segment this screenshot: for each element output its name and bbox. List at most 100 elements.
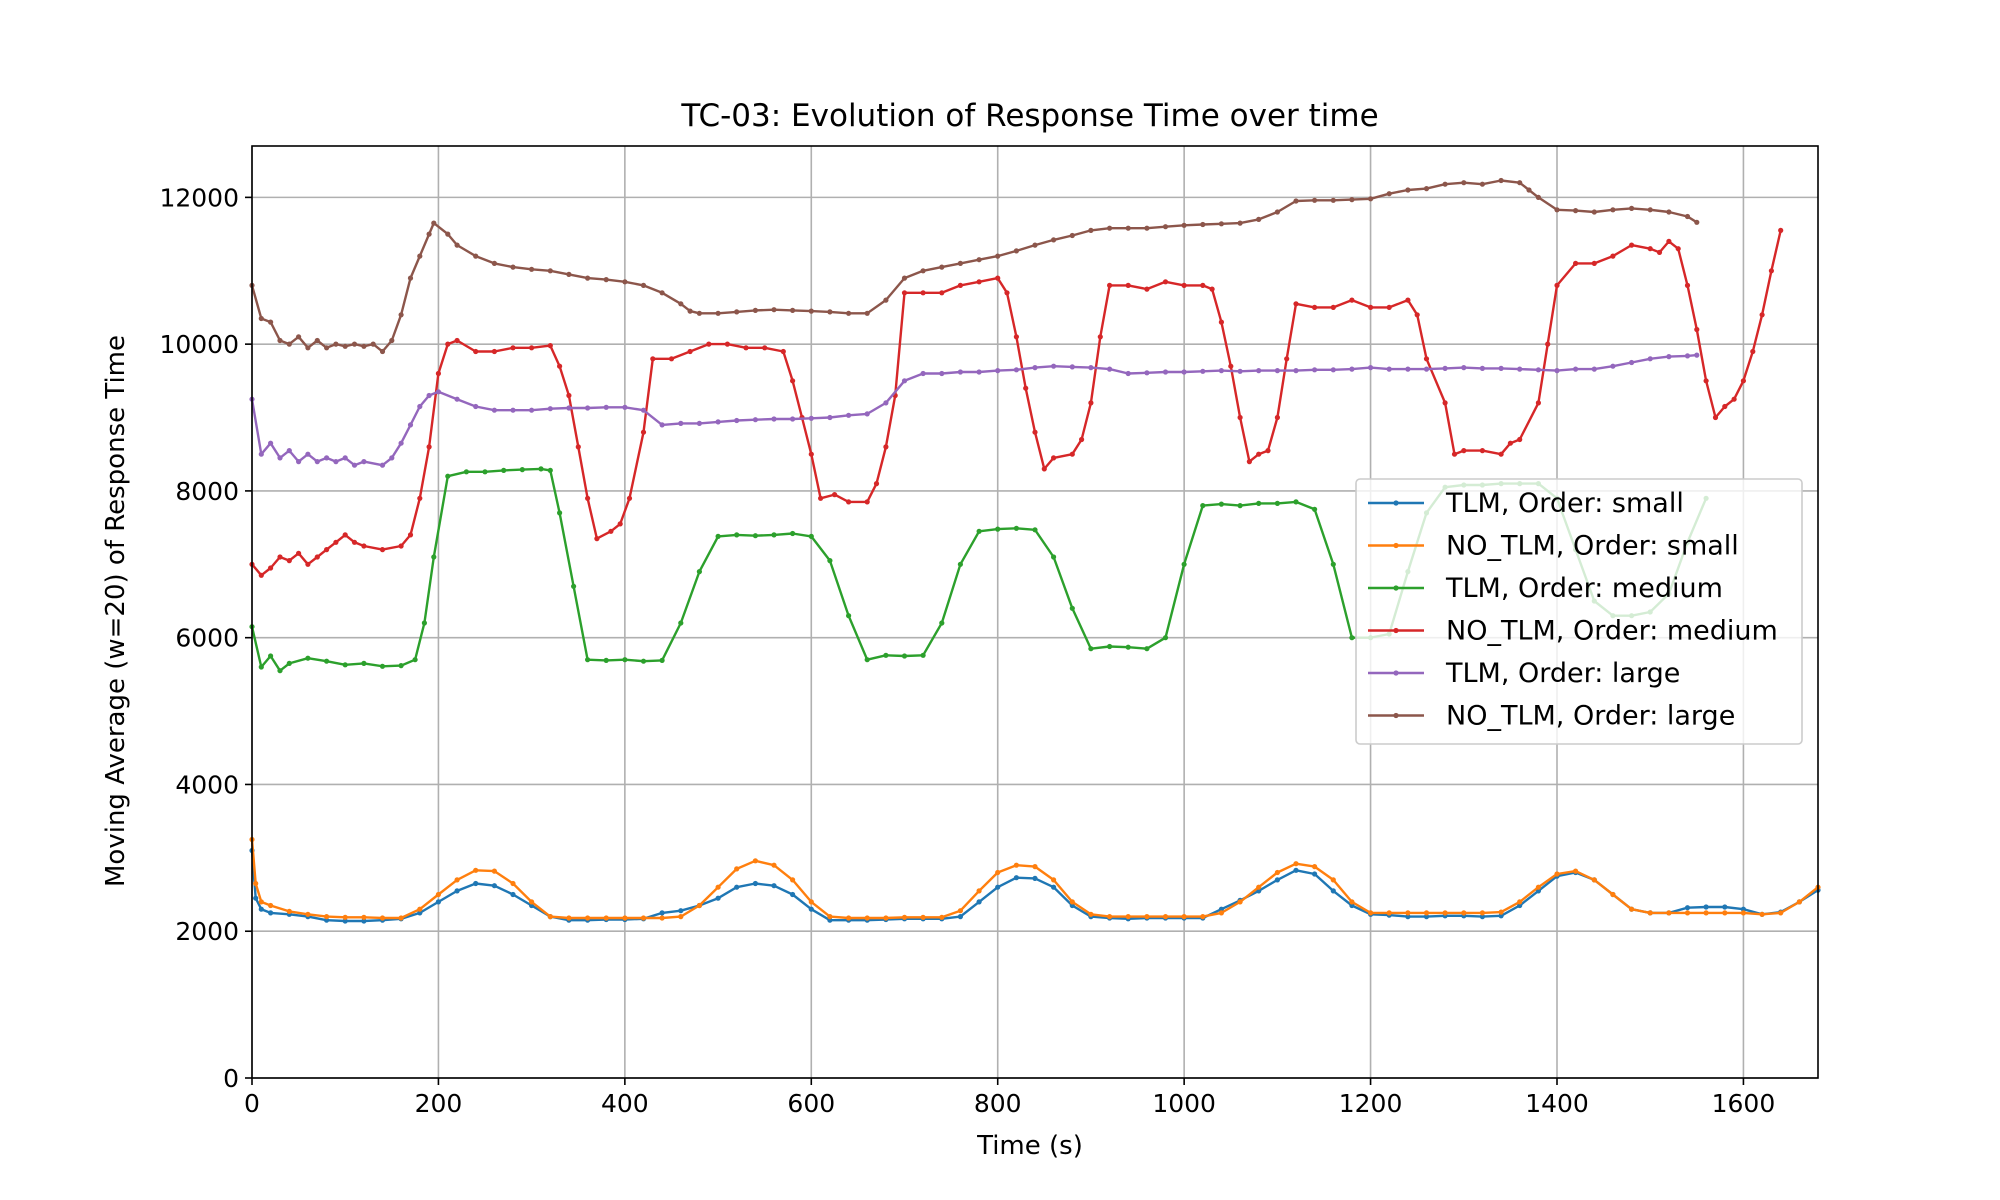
data-point bbox=[1684, 213, 1691, 220]
data-point bbox=[771, 416, 777, 422]
data-point bbox=[1125, 370, 1131, 377]
data-point bbox=[1218, 501, 1224, 507]
data-point bbox=[342, 662, 348, 668]
data-point bbox=[1759, 312, 1765, 318]
data-point bbox=[258, 315, 264, 322]
data-point bbox=[622, 915, 628, 921]
data-point bbox=[351, 341, 358, 347]
x-axis-label: Time (s) bbox=[976, 1131, 1083, 1161]
data-point bbox=[258, 899, 264, 905]
data-point bbox=[640, 429, 647, 435]
data-point bbox=[1125, 282, 1131, 288]
data-point bbox=[454, 396, 460, 402]
data-point bbox=[1722, 910, 1728, 916]
data-point bbox=[421, 620, 427, 626]
data-point bbox=[1442, 365, 1448, 371]
series-line bbox=[251, 230, 1782, 577]
y-tick-label: 4000 bbox=[175, 770, 239, 799]
legend-marker bbox=[1393, 500, 1399, 506]
data-point bbox=[846, 499, 852, 505]
data-point bbox=[1684, 353, 1691, 359]
data-point bbox=[1125, 914, 1131, 920]
data-point bbox=[976, 528, 982, 534]
data-point bbox=[1666, 354, 1672, 360]
plot-frame bbox=[251, 145, 1819, 1079]
data-point bbox=[1200, 221, 1206, 228]
data-point bbox=[1517, 436, 1523, 443]
data-point bbox=[454, 888, 460, 894]
data-point bbox=[510, 891, 516, 898]
data-point bbox=[431, 554, 437, 560]
data-point bbox=[976, 899, 982, 905]
data-point bbox=[1069, 899, 1075, 905]
data-point bbox=[379, 547, 386, 553]
data-point bbox=[603, 915, 609, 921]
data-point bbox=[1312, 197, 1318, 203]
data-point bbox=[1125, 644, 1131, 650]
data-point bbox=[277, 668, 283, 674]
data-point bbox=[431, 220, 437, 226]
data-point bbox=[901, 653, 908, 659]
data-point bbox=[603, 404, 609, 410]
data-point bbox=[1722, 403, 1728, 410]
data-point bbox=[1684, 282, 1691, 288]
data-point bbox=[1498, 909, 1504, 915]
data-point bbox=[1013, 862, 1020, 868]
data-point bbox=[1162, 914, 1169, 920]
data-point bbox=[1051, 877, 1057, 883]
data-point bbox=[1330, 877, 1336, 883]
data-point bbox=[1181, 222, 1187, 228]
legend: TLM, Order: small NO_TLM, Order: small TLM… bbox=[1355, 478, 1803, 745]
data-point bbox=[1703, 904, 1709, 910]
data-point bbox=[547, 343, 553, 349]
data-point bbox=[361, 918, 367, 924]
data-point bbox=[1237, 368, 1243, 374]
data-point bbox=[277, 455, 283, 461]
data-point bbox=[566, 915, 572, 921]
data-point bbox=[1293, 861, 1299, 867]
data-point bbox=[901, 378, 908, 384]
data-point bbox=[939, 914, 945, 920]
data-point bbox=[1479, 910, 1485, 916]
data-point bbox=[1740, 910, 1746, 916]
data-point bbox=[1666, 910, 1672, 916]
data-point bbox=[1573, 260, 1579, 266]
data-point bbox=[734, 309, 740, 315]
data-point bbox=[398, 663, 404, 669]
y-tick-label: 2000 bbox=[175, 917, 239, 946]
data-point bbox=[995, 526, 1001, 532]
data-point bbox=[1144, 225, 1150, 231]
data-point bbox=[743, 345, 749, 351]
data-point bbox=[585, 275, 591, 281]
data-point bbox=[296, 550, 302, 556]
data-point bbox=[473, 348, 479, 355]
data-point bbox=[1498, 177, 1504, 184]
data-point bbox=[585, 405, 591, 411]
data-point bbox=[1479, 365, 1485, 371]
data-point bbox=[314, 554, 320, 560]
data-point bbox=[659, 657, 665, 664]
data-point bbox=[1293, 198, 1299, 204]
data-point bbox=[1069, 451, 1075, 457]
data-point bbox=[510, 264, 516, 270]
data-point bbox=[1162, 635, 1169, 641]
legend-label: TLM, Order: medium bbox=[1445, 573, 1723, 604]
data-point bbox=[1451, 451, 1458, 457]
data-point bbox=[687, 308, 693, 314]
data-point bbox=[324, 345, 330, 351]
data-point bbox=[324, 455, 330, 461]
data-point bbox=[417, 403, 423, 410]
data-point bbox=[1330, 561, 1336, 567]
data-point bbox=[1088, 646, 1094, 652]
data-point bbox=[1666, 209, 1672, 215]
data-point bbox=[1032, 429, 1038, 435]
data-point bbox=[1610, 891, 1616, 898]
data-point bbox=[1274, 209, 1280, 215]
data-point bbox=[1647, 246, 1653, 252]
data-point bbox=[1694, 352, 1700, 358]
data-point bbox=[529, 266, 535, 272]
data-point bbox=[575, 444, 581, 450]
data-point bbox=[687, 348, 693, 355]
data-point bbox=[864, 499, 870, 505]
data-point bbox=[1423, 366, 1430, 372]
